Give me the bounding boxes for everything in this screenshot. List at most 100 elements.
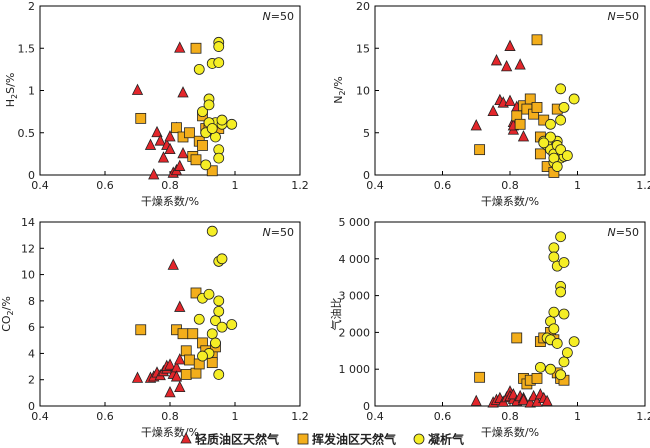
x-tick-label: 0.6 xyxy=(96,179,114,192)
data-point xyxy=(197,140,208,151)
data-point xyxy=(213,369,225,380)
x-tick-label: 1 xyxy=(574,179,581,192)
data-point xyxy=(555,144,567,156)
x-tick-label: 1 xyxy=(232,179,239,192)
legend-label: 凝析气 xyxy=(428,432,464,447)
data-point xyxy=(487,104,499,117)
data-point xyxy=(206,225,218,237)
data-point xyxy=(504,94,516,106)
data-point xyxy=(164,358,176,370)
data-point xyxy=(206,328,218,340)
data-point xyxy=(226,319,238,330)
plot-frame xyxy=(374,5,646,176)
data-point xyxy=(213,152,225,164)
y-tick-label: 2 xyxy=(28,374,35,387)
data-point xyxy=(545,118,556,130)
data-point xyxy=(200,159,212,171)
y-tick-label: 2 xyxy=(28,0,35,13)
data-point xyxy=(531,372,543,384)
y-tick-label: 1 000 xyxy=(339,363,371,376)
data-point xyxy=(170,370,183,382)
data-point xyxy=(551,338,563,349)
data-point xyxy=(203,99,215,111)
data-point xyxy=(558,102,570,113)
data-point xyxy=(197,106,208,118)
y-tick-label: 0.5 xyxy=(18,127,36,140)
data-point xyxy=(216,114,228,126)
data-point xyxy=(213,305,225,317)
data-point xyxy=(177,146,189,159)
data-point xyxy=(561,347,573,359)
data-point xyxy=(164,142,176,155)
series-triangle xyxy=(131,41,189,180)
x-axis-label: 干燥系数/% xyxy=(481,426,539,439)
data-point xyxy=(500,59,513,72)
data-point xyxy=(568,93,580,105)
data-point xyxy=(174,380,186,393)
data-point xyxy=(167,258,179,270)
x-tick-label: 0.8 xyxy=(161,410,179,423)
data-point xyxy=(193,63,205,75)
data-point xyxy=(190,287,202,299)
x-tick-label: 1 xyxy=(232,410,239,423)
y-tick-label: 10 xyxy=(21,269,35,282)
y-tick-label: 0 xyxy=(363,400,370,413)
series-circle xyxy=(534,231,580,381)
y-tick-label: 1.5 xyxy=(18,42,36,55)
plot-frame xyxy=(374,221,646,407)
y-axis-label: H2S/% xyxy=(4,73,19,108)
x-tick-label: 1.2 xyxy=(636,410,650,423)
y-axis-label: 气油比 xyxy=(329,298,343,331)
data-point xyxy=(154,134,166,146)
x-tick-label: 1 xyxy=(574,410,581,423)
data-point xyxy=(548,242,560,254)
legend: 轻质油区天然气 挥发油区天然气 凝析气 xyxy=(180,432,464,447)
data-point xyxy=(131,371,144,383)
data-point xyxy=(531,102,543,113)
y-tick-label: 4 xyxy=(28,347,35,360)
y-tick-label: 14 xyxy=(21,216,35,229)
data-point xyxy=(206,123,218,134)
y-tick-label: 5 xyxy=(363,127,370,140)
data-point xyxy=(193,313,205,325)
data-point xyxy=(531,34,543,46)
panel-n2: 0.4 0.6 0.8 1 1.2 0 5 10 15 20 干燥系数/% N2/% N=50 xyxy=(332,0,650,208)
data-point xyxy=(206,357,218,369)
x-tick-label: 0.8 xyxy=(501,179,519,192)
y-axis-label: CO2/% xyxy=(0,296,15,332)
data-point xyxy=(213,57,225,69)
y-tick-label: 0 xyxy=(28,169,35,182)
y-tick-label: 4 000 xyxy=(339,253,371,266)
y-tick-label: 0 xyxy=(28,400,35,413)
data-point xyxy=(164,385,176,398)
data-point xyxy=(190,42,202,54)
data-point xyxy=(174,353,186,365)
data-point xyxy=(177,328,189,340)
legend-marker-square xyxy=(297,433,309,445)
data-point xyxy=(534,361,546,373)
data-point xyxy=(171,122,182,134)
data-point xyxy=(190,367,202,379)
sample-count-label: N=50 xyxy=(263,226,294,239)
data-point xyxy=(470,394,482,406)
x-tick-label: 0.4 xyxy=(31,179,49,192)
y-tick-label: 5 000 xyxy=(339,216,371,229)
data-point xyxy=(548,306,560,318)
data-point xyxy=(174,300,186,312)
data-point xyxy=(177,86,189,98)
x-tick-label: 0.4 xyxy=(31,410,49,423)
y-tick-label: 15 xyxy=(356,42,370,55)
data-point xyxy=(568,336,580,348)
sample-count-label: N=50 xyxy=(608,226,639,239)
data-point xyxy=(180,369,192,380)
x-tick-label: 1.2 xyxy=(636,179,650,192)
data-point xyxy=(157,151,170,163)
x-tick-label: 0.8 xyxy=(501,410,519,423)
y-tick-label: 0 xyxy=(363,169,370,182)
data-point xyxy=(504,39,516,51)
data-point xyxy=(517,393,530,405)
data-point xyxy=(226,118,238,130)
x-axis-label: 干燥系数/% xyxy=(141,426,199,439)
data-point xyxy=(555,369,567,381)
